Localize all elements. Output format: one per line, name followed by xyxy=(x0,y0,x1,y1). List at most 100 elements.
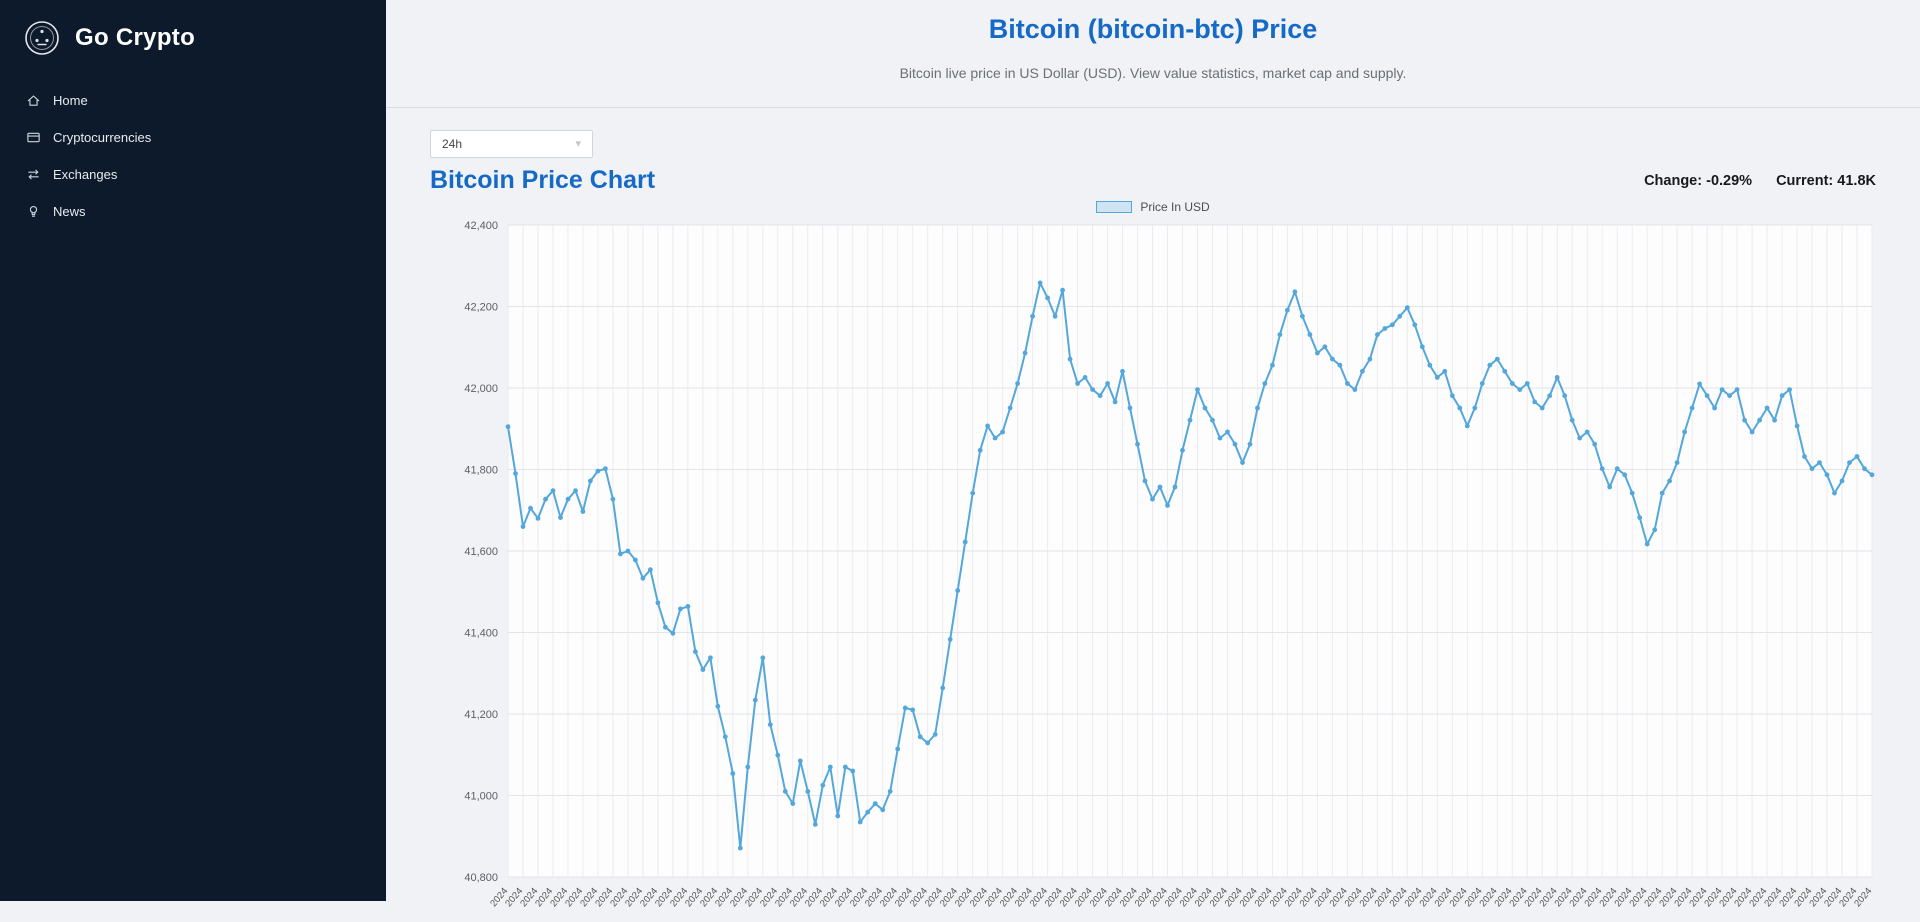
price-point xyxy=(655,600,661,606)
price-point xyxy=(1075,381,1080,386)
price-point xyxy=(1360,368,1365,374)
price-point xyxy=(1105,381,1110,386)
price-point xyxy=(985,423,990,429)
price-point xyxy=(1390,322,1395,328)
controls-row: 24h ▾ xyxy=(430,130,1876,158)
price-point xyxy=(1165,503,1170,508)
price-point xyxy=(1847,460,1852,465)
price-point xyxy=(1090,387,1095,392)
price-point xyxy=(693,649,698,655)
price-point xyxy=(595,468,601,474)
price-point xyxy=(1082,375,1088,380)
price-point xyxy=(1404,305,1410,311)
price-point xyxy=(1127,405,1133,411)
price-point xyxy=(1112,399,1118,405)
price-point xyxy=(1449,393,1455,399)
price-point xyxy=(1764,405,1770,411)
price-point xyxy=(1487,362,1493,368)
price-point xyxy=(1592,441,1598,447)
price-point xyxy=(1330,356,1335,362)
price-point xyxy=(1464,423,1470,429)
price-point xyxy=(827,764,833,770)
brand[interactable]: Go Crypto xyxy=(0,0,386,66)
chart-stats: Change: -0.29% Current: 41.8K xyxy=(1644,173,1876,189)
price-point xyxy=(1689,405,1695,411)
price-point xyxy=(932,732,938,737)
price-point xyxy=(1794,423,1800,429)
price-point xyxy=(1262,381,1268,386)
price-point xyxy=(1187,417,1193,423)
brand-name: Go Crypto xyxy=(75,24,196,51)
price-point xyxy=(1172,484,1178,490)
price-point xyxy=(1180,447,1185,453)
price-point xyxy=(872,801,878,806)
price-point xyxy=(805,789,811,794)
sidebar-item-cryptocurrencies[interactable]: Cryptocurrencies xyxy=(0,119,386,156)
price-point xyxy=(1157,484,1163,490)
price-point xyxy=(1667,478,1672,484)
price-point xyxy=(1742,417,1747,423)
chart-heading-row: Bitcoin Price Chart Change: -0.29% Curre… xyxy=(430,166,1876,195)
x-tick-label: 2024 xyxy=(1852,886,1874,909)
price-point xyxy=(505,424,511,430)
price-point xyxy=(977,447,983,453)
price-point xyxy=(1375,332,1380,337)
price-point xyxy=(603,466,608,472)
price-point xyxy=(1007,405,1013,411)
price-chart[interactable]: 2024 2024 2024 2024 2024 2024 2024 2024 2024 2024… xyxy=(430,217,1884,922)
y-tick-label: 41,800 xyxy=(464,465,498,477)
price-point xyxy=(1210,417,1215,423)
price-chart-svg[interactable]: 2024202420242024202420242024202420242024… xyxy=(430,217,1884,917)
price-point xyxy=(1457,405,1463,411)
sidebar-item-exchanges[interactable]: Exchanges xyxy=(0,156,386,193)
time-range-select[interactable]: 24h ▾ xyxy=(430,130,593,158)
change-stat: Change: -0.29% xyxy=(1644,173,1752,189)
price-point xyxy=(1494,356,1500,362)
price-point xyxy=(775,752,781,758)
price-point xyxy=(1832,490,1837,496)
chevron-down-icon: ▾ xyxy=(575,137,581,150)
price-point xyxy=(1779,393,1785,399)
price-point xyxy=(1142,478,1148,484)
chart-legend[interactable]: Price In USD xyxy=(386,200,1920,214)
price-point xyxy=(678,606,683,612)
change-value: -0.29% xyxy=(1706,172,1753,189)
y-tick-label: 41,000 xyxy=(464,791,498,803)
price-point xyxy=(1824,472,1830,478)
price-point xyxy=(1607,484,1613,490)
price-point xyxy=(535,516,541,521)
price-point xyxy=(962,539,968,545)
price-point xyxy=(1749,429,1755,435)
price-point xyxy=(1787,387,1792,392)
price-point xyxy=(1554,375,1560,380)
price-point xyxy=(1247,441,1253,447)
price-point xyxy=(1045,295,1050,301)
price-point xyxy=(895,746,901,752)
price-point xyxy=(1120,368,1125,374)
price-point xyxy=(880,807,886,813)
price-point xyxy=(820,782,826,788)
price-point xyxy=(1412,322,1418,328)
price-point xyxy=(1067,356,1073,362)
chart-heading: Bitcoin Price Chart xyxy=(430,166,656,194)
price-point xyxy=(910,707,916,713)
sidebar-item-home[interactable]: Home xyxy=(0,82,386,119)
price-point xyxy=(1427,362,1433,368)
price-point xyxy=(1419,344,1425,350)
price-point xyxy=(663,624,668,630)
price-point xyxy=(767,722,773,727)
price-point xyxy=(550,488,556,494)
price-point xyxy=(625,548,631,554)
sidebar-item-news[interactable]: News xyxy=(0,193,386,230)
price-point xyxy=(528,505,533,511)
price-point xyxy=(1704,393,1710,399)
price-point xyxy=(857,819,863,825)
price-point xyxy=(1577,435,1583,441)
price-point xyxy=(1584,429,1590,435)
price-point xyxy=(1809,466,1815,472)
price-point xyxy=(722,734,728,740)
main-content: Bitcoin (bitcoin-btc) Price Bitcoin live… xyxy=(386,0,1920,909)
page-subtitle: Bitcoin live price in US Dollar (USD). V… xyxy=(899,65,1407,81)
price-point xyxy=(1195,387,1200,392)
